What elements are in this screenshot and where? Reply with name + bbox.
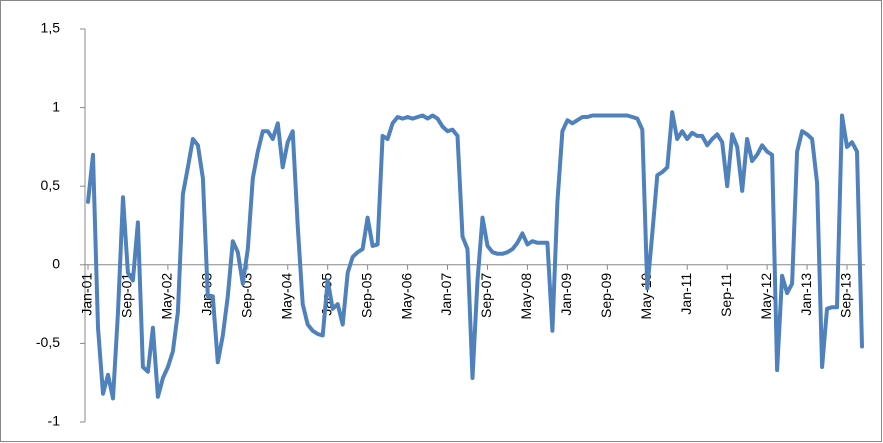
x-tick-label: Sep-11 <box>718 273 734 317</box>
x-tick-label: May-12 <box>758 273 774 320</box>
y-tick-label: -0,5 <box>36 334 60 350</box>
y-tick-label: 0,5 <box>41 177 61 193</box>
x-tick-label: May-08 <box>518 273 534 320</box>
data-line <box>86 110 864 401</box>
x-tick-label: Jan-01 <box>79 273 95 316</box>
x-tick-label: Sep-07 <box>478 273 494 318</box>
y-tick-label: 1 <box>52 98 60 114</box>
y-tick-label: -1 <box>48 413 61 429</box>
x-tick-label: Jan-11 <box>678 273 694 315</box>
x-tick-label: May-04 <box>278 273 294 320</box>
x-tick-label: Sep-01 <box>119 273 135 318</box>
x-tick-label: Sep-13 <box>838 273 854 318</box>
y-tick-label: 1,5 <box>41 20 61 36</box>
x-tick-label: May-06 <box>398 273 414 320</box>
x-tick-label: May-02 <box>159 273 175 320</box>
x-tick-label: May-10 <box>638 273 654 320</box>
x-tick-label: Sep-09 <box>598 273 614 318</box>
x-tick-label: Sep-05 <box>358 273 374 318</box>
x-tick-label: Jan-09 <box>558 273 574 316</box>
x-tick-label: Jan-07 <box>438 273 454 316</box>
y-tick-label: 0 <box>52 256 60 272</box>
x-tick-label: Jan-13 <box>798 273 814 316</box>
